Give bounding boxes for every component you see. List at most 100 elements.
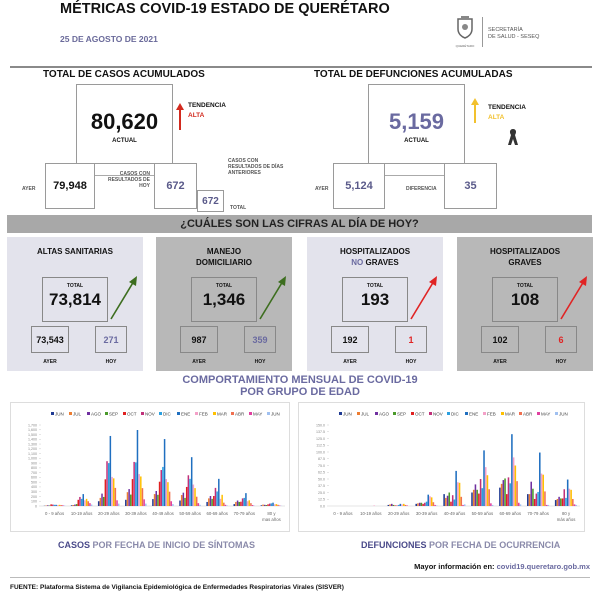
- bar: [85, 498, 88, 506]
- legend-swatch: [465, 412, 468, 415]
- x-tick-label: 60-69 años: [206, 511, 228, 516]
- bar: [179, 500, 181, 506]
- y-tick-label: 50.0: [318, 477, 325, 481]
- legend-swatch: [177, 412, 180, 415]
- info-link[interactable]: covid19.queretaro.gob.mx: [496, 562, 590, 571]
- bar: [502, 480, 505, 506]
- x-tick-label: 10-19 años: [71, 511, 93, 516]
- legend-swatch: [357, 412, 360, 415]
- x-tick-label: 50-59 años: [179, 511, 201, 516]
- bar: [152, 499, 154, 506]
- legend-label: JUN: [343, 412, 352, 417]
- card-hoy: 359: [244, 326, 276, 353]
- bar: [528, 494, 531, 506]
- bar: [82, 494, 85, 506]
- bar: [491, 504, 494, 506]
- legend-label: OCT: [415, 412, 425, 417]
- ayer-label: AYER: [43, 359, 57, 365]
- bar: [573, 504, 576, 506]
- bar: [240, 501, 242, 506]
- y-tick-label: 700: [31, 471, 37, 475]
- ayer-label: AYER: [192, 359, 206, 365]
- bar: [126, 492, 129, 506]
- bar: [79, 496, 81, 506]
- x-tick-label: 30-39 años: [416, 511, 438, 516]
- bar: [390, 503, 393, 506]
- bar: [58, 504, 61, 506]
- card-hoy: 1: [395, 326, 427, 353]
- y-tick-label: 25.0: [318, 491, 325, 495]
- today-banner: ¿CUÁLES SON LAS CIFRAS AL DÍA DE HOY?: [7, 215, 592, 233]
- hoy-label: HOY: [254, 359, 266, 365]
- card-total-box: TOTAL 73,814: [42, 277, 108, 322]
- legend-label: MAR: [217, 412, 228, 417]
- bar: [246, 501, 249, 506]
- bar: [107, 463, 110, 506]
- bar: [434, 504, 436, 506]
- bar: [235, 501, 237, 506]
- bar: [472, 489, 475, 506]
- bar: [275, 504, 278, 506]
- y-tick-label: 100.0: [316, 450, 325, 454]
- card-title: ALTAS SANITARIAS: [37, 247, 113, 256]
- trend-arrow-icon: [110, 276, 137, 320]
- bar: [572, 498, 574, 506]
- bar: [417, 503, 419, 506]
- y-tick-label: 12.5: [318, 498, 325, 502]
- legend-swatch: [483, 412, 486, 415]
- bar: [251, 505, 254, 506]
- trend-arrow-icon: [410, 276, 437, 320]
- legend-label: JUL: [73, 412, 81, 417]
- bar: [478, 493, 480, 506]
- bar: [516, 481, 518, 506]
- bar: [195, 496, 198, 506]
- x-tick-label: 40-49 años: [152, 511, 174, 516]
- bar: [185, 486, 188, 506]
- bar: [273, 504, 276, 506]
- legend-swatch: [447, 412, 450, 415]
- bar: [155, 490, 157, 506]
- ayer-label: AYER: [315, 186, 329, 192]
- bar: [145, 503, 147, 506]
- bar: [403, 503, 405, 506]
- bar: [547, 504, 550, 506]
- bar: [194, 488, 196, 506]
- bar: [471, 492, 473, 506]
- bar: [481, 488, 484, 506]
- cases-by-age-chart: JUN JUL AGO SEP OCT NOV DIC ENE FEB MAR ABR MAY JUN 0…: [28, 412, 285, 522]
- y-tick-label: 800: [31, 466, 37, 470]
- bar: [399, 503, 402, 506]
- bar: [542, 474, 545, 506]
- bar: [532, 488, 534, 506]
- x-tick-label: 40-49 años: [444, 511, 466, 516]
- bar: [518, 502, 520, 506]
- stat-card: ALTAS SANITARIAS TOTAL 73,814 73,543 271 …: [7, 237, 143, 371]
- bar: [117, 503, 120, 506]
- legend-swatch: [411, 412, 414, 415]
- bar: [70, 505, 73, 506]
- legend-label: SEP: [397, 412, 406, 417]
- bar: [387, 504, 390, 506]
- bar: [112, 478, 115, 506]
- bar: [265, 505, 268, 506]
- legend-swatch: [105, 412, 108, 415]
- bar: [182, 492, 185, 506]
- card-total: 193: [360, 290, 390, 309]
- bar: [165, 479, 168, 506]
- legend-label: JUN: [559, 412, 568, 417]
- bar: [50, 504, 52, 506]
- bar: [248, 500, 251, 506]
- x-tick-label: 50-59 años: [472, 511, 494, 516]
- total-label: TOTAL: [230, 205, 247, 211]
- deaths-actual: 5,159: [388, 108, 445, 134]
- trend-up-arrow-icon: [471, 98, 479, 123]
- bar: [72, 505, 74, 506]
- bar: [448, 492, 451, 506]
- bar: [55, 504, 57, 506]
- legend-label: JUN: [55, 412, 64, 417]
- legend-label: ENE: [181, 412, 190, 417]
- bar: [223, 502, 225, 506]
- deaths-ayer: 5,124: [333, 163, 385, 209]
- x-tick-label: 0 - 9 años: [45, 511, 64, 516]
- y-tick-label: 1,200: [28, 447, 37, 451]
